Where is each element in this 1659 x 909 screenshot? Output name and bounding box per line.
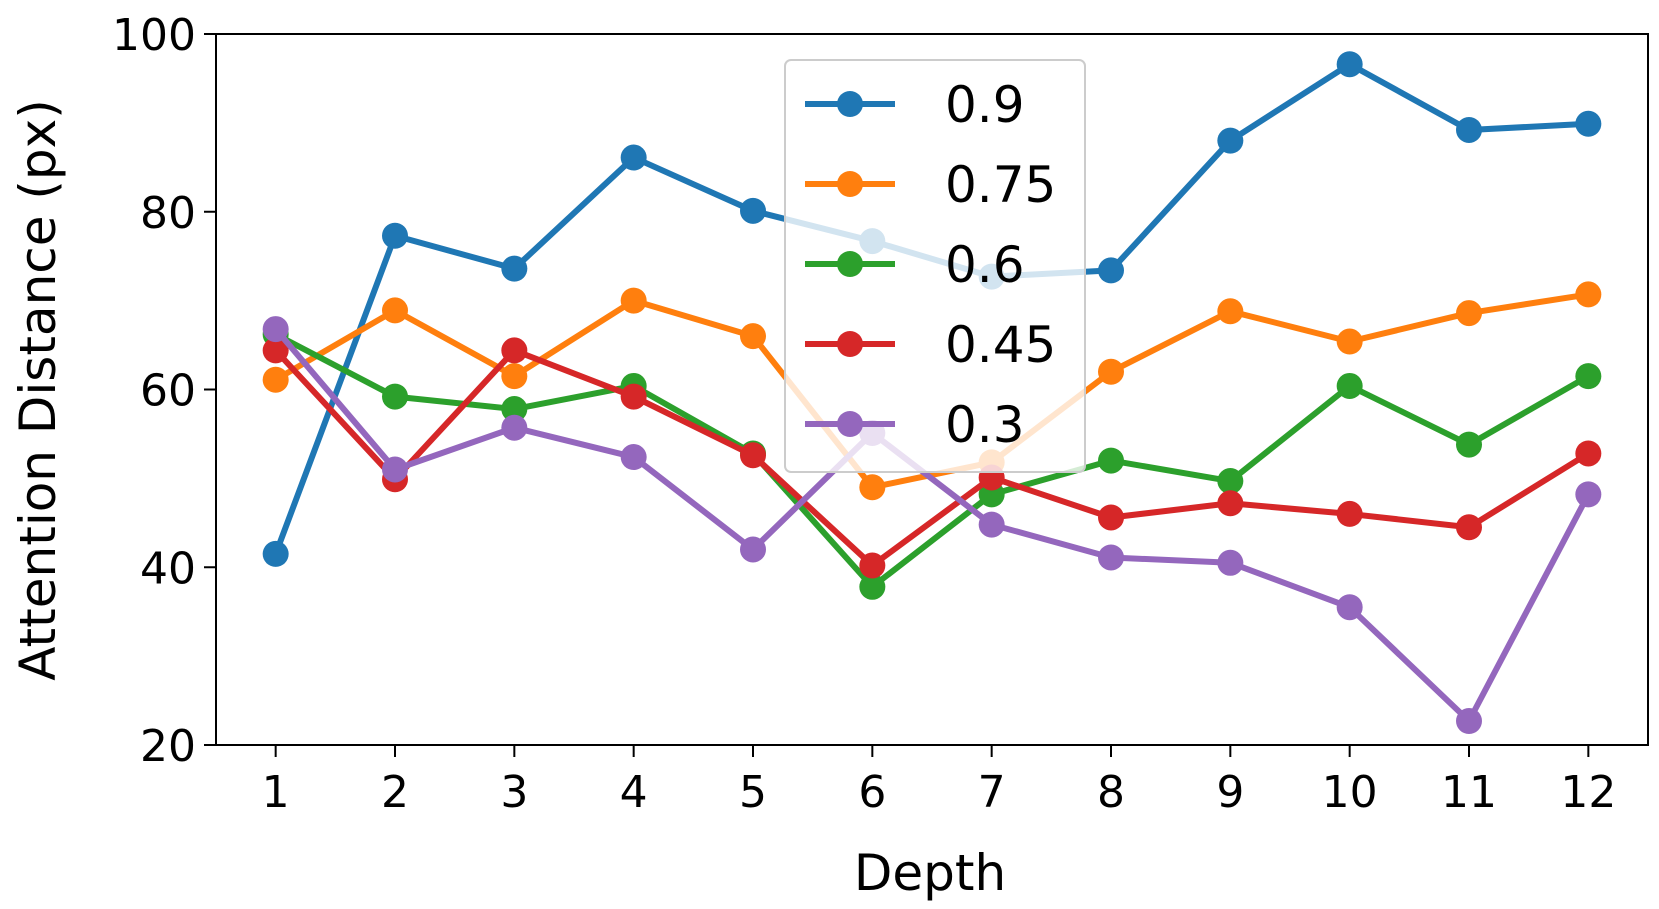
- data-point: [262, 540, 289, 567]
- data-point: [1336, 51, 1363, 78]
- data-point: [1217, 468, 1244, 495]
- legend-item: 0.9: [805, 76, 1025, 134]
- data-point: [740, 536, 766, 563]
- legend-label: 0.45: [945, 316, 1056, 374]
- data-point: [1098, 447, 1124, 474]
- data-point: [620, 287, 647, 314]
- data-point: [1336, 594, 1363, 621]
- data-point: [382, 456, 408, 483]
- data-point: [1217, 127, 1244, 154]
- data-point: [978, 511, 1005, 538]
- x-tick-label: 8: [1097, 767, 1125, 818]
- data-point: [1456, 431, 1482, 458]
- legend-label: 0.6: [945, 236, 1025, 294]
- data-point: [859, 552, 886, 579]
- y-axis-label: Attention Distance (px): [9, 99, 67, 681]
- data-point: [859, 573, 886, 600]
- data-point: [382, 383, 408, 410]
- data-point: [620, 383, 647, 410]
- series-line: [274, 331, 1590, 590]
- data-point: [740, 323, 766, 350]
- data-point: [382, 297, 408, 324]
- data-point: [501, 396, 528, 423]
- x-axis-label: Depth: [854, 844, 1006, 902]
- data-point: [1575, 363, 1602, 390]
- legend-marker: [837, 91, 863, 117]
- x-tick-label: 10: [1322, 767, 1378, 818]
- data-point: [262, 366, 289, 393]
- y-tick-label: 100: [112, 10, 196, 61]
- data-point: [1336, 372, 1363, 399]
- series-line: [274, 291, 1589, 491]
- x-tick-label: 11: [1441, 767, 1497, 818]
- x-tick-label: 5: [739, 767, 767, 818]
- data-point: [1575, 440, 1602, 467]
- data-point: [1098, 257, 1124, 284]
- x-tick-label: 3: [500, 767, 528, 818]
- legend-box: [784, 59, 1086, 473]
- legend-item: 0.3: [805, 396, 1025, 454]
- data-point: [1456, 708, 1482, 735]
- x-ticks-group: 1 2 3 4 5 6 7 8 9 10 11 12: [262, 745, 1616, 818]
- series-group: [262, 51, 1602, 735]
- data-point: [501, 337, 528, 364]
- data-point: [740, 442, 766, 469]
- legend: 0.9 0.75 0.6 0.45 0.3: [784, 59, 1086, 473]
- data-point: [1336, 500, 1363, 527]
- series-0.3: [262, 316, 1602, 735]
- data-point: [501, 414, 528, 441]
- series-line: [273, 347, 1590, 569]
- x-tick-label: 9: [1216, 767, 1244, 818]
- data-point: [1456, 116, 1482, 143]
- legend-item: 0.6: [805, 236, 1025, 294]
- legend-marker: [837, 331, 863, 357]
- data-point: [859, 474, 886, 501]
- data-point: [740, 197, 766, 224]
- legend-item: 0.75: [805, 156, 1056, 214]
- legend-label: 0.9: [945, 76, 1025, 134]
- data-point: [1575, 110, 1602, 137]
- legend-marker: [837, 251, 863, 277]
- x-tick-label: 7: [978, 767, 1006, 818]
- y-tick-label: 20: [140, 721, 196, 772]
- data-point: [1217, 549, 1244, 576]
- data-point: [1098, 504, 1124, 531]
- data-point: [1217, 298, 1244, 325]
- legend-item: 0.45: [805, 316, 1056, 374]
- y-tick-label: 40: [140, 543, 196, 594]
- x-tick-label: 2: [381, 767, 409, 818]
- data-point: [382, 222, 408, 249]
- legend-label: 0.75: [945, 156, 1056, 214]
- x-tick-label: 6: [858, 767, 886, 818]
- data-point: [620, 144, 647, 171]
- data-point: [620, 444, 647, 471]
- data-point: [1456, 300, 1482, 327]
- series-line: [273, 327, 1591, 725]
- y-ticks-group: 20 40 60 80 100: [112, 10, 216, 772]
- x-tick-label: 12: [1560, 767, 1616, 818]
- legend-label: 0.3: [945, 396, 1025, 454]
- data-point: [262, 337, 289, 364]
- data-point: [1336, 328, 1363, 355]
- legend-marker: [837, 411, 863, 437]
- x-tick-label: 1: [262, 767, 290, 818]
- x-tick-label: 4: [620, 767, 648, 818]
- data-point: [1217, 490, 1244, 517]
- data-point: [501, 363, 528, 390]
- data-point: [262, 316, 289, 343]
- data-point: [1098, 358, 1124, 385]
- data-point: [1098, 544, 1124, 571]
- legend-marker: [837, 171, 863, 197]
- data-point: [1456, 514, 1482, 541]
- y-tick-label: 80: [140, 188, 196, 239]
- data-point: [501, 255, 528, 282]
- data-point: [1575, 281, 1602, 308]
- y-tick-label: 60: [140, 366, 196, 417]
- data-point: [1575, 481, 1602, 508]
